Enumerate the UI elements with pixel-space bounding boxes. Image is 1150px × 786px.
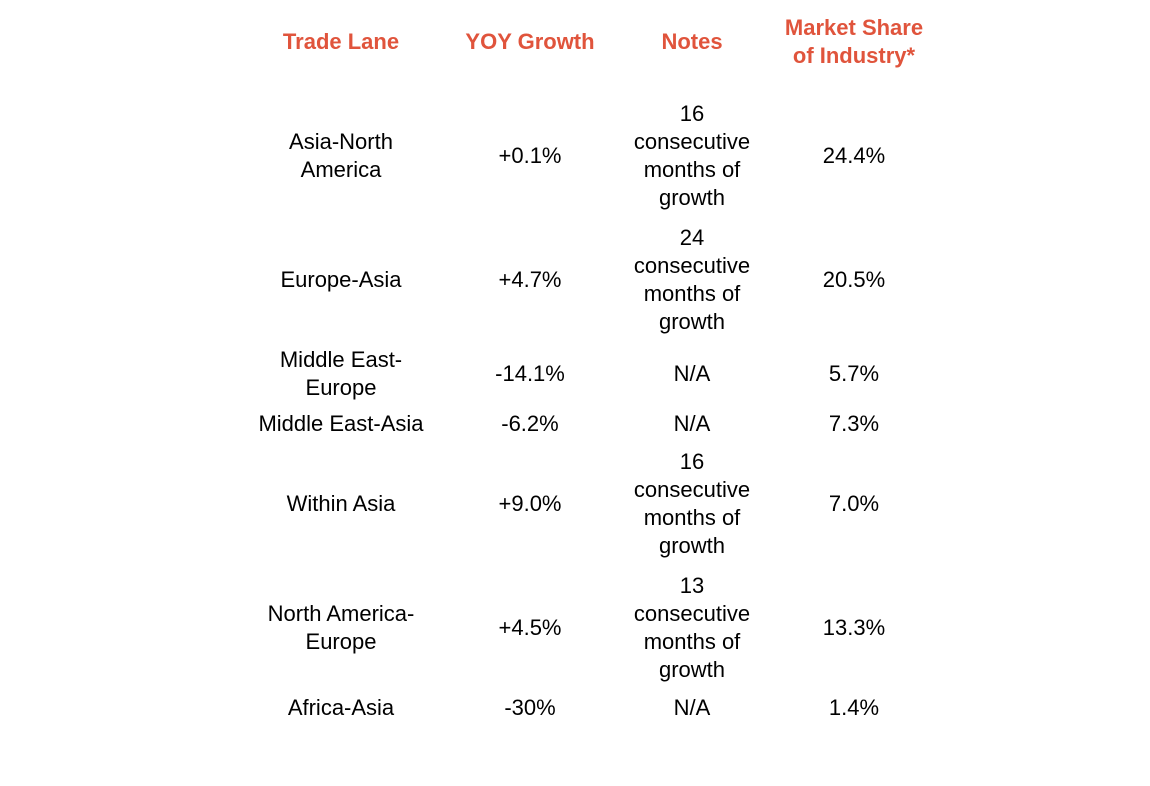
cell-market-share: 24.4% xyxy=(822,143,886,168)
cell-notes: 16 consecutive months of growth xyxy=(624,94,760,218)
table-row: Europe-Asia +4.7% 24 consecutive months … xyxy=(246,218,948,342)
cell-trade-lane: Within Asia xyxy=(286,491,396,516)
cell-market-share: 7.3% xyxy=(828,411,880,436)
cell-yoy-growth: +0.1% xyxy=(498,143,562,168)
notes-label: 13 consecutive months of growth xyxy=(633,573,751,682)
cell-yoy-growth: +4.7% xyxy=(498,267,562,292)
header-trade-lane: Trade Lane xyxy=(282,29,400,54)
table-row: Within Asia +9.0% 16 consecutive months … xyxy=(246,442,948,566)
notes-label: 16 consecutive months of growth xyxy=(633,101,751,210)
header-market-share: Market Share of Industry* xyxy=(760,12,948,94)
cell-trade-lane: North America-Europe xyxy=(246,566,436,690)
header-notes: Notes xyxy=(661,29,723,54)
cell-notes: 16 consecutive months of growth xyxy=(624,442,760,566)
cell-market-share: 13.3% xyxy=(822,615,886,640)
cell-market-share: 20.5% xyxy=(822,267,886,292)
cell-yoy-growth: -14.1% xyxy=(495,361,565,386)
trade-lane-label: Asia-North America xyxy=(289,129,393,182)
cell-notes: 24 consecutive months of growth xyxy=(624,218,760,342)
cell-yoy-growth: -6.2% xyxy=(501,411,559,436)
cell-trade-lane: Asia-North America xyxy=(246,94,436,218)
cell-notes: N/A xyxy=(673,361,711,386)
cell-market-share: 5.7% xyxy=(828,361,880,386)
cell-yoy-growth: -30% xyxy=(504,695,556,720)
table-row: Africa-Asia -30% N/A 1.4% xyxy=(246,690,948,726)
cell-notes: N/A xyxy=(673,695,711,720)
header-market-share-label: Market Share of Industry* xyxy=(784,15,924,68)
cell-market-share: 7.0% xyxy=(828,491,880,516)
cell-market-share: 1.4% xyxy=(828,695,880,720)
header-yoy-growth: YOY Growth xyxy=(465,29,595,54)
cell-trade-lane: Middle East-Asia xyxy=(258,411,424,436)
cell-trade-lane: Middle East-Europe xyxy=(246,342,436,406)
trade-lane-label: North America-Europe xyxy=(267,601,415,654)
cell-notes: N/A xyxy=(673,411,711,436)
trade-lane-table: Trade Lane YOY Growth Notes Market Share… xyxy=(246,12,948,726)
cell-notes: 13 consecutive months of growth xyxy=(624,566,760,690)
notes-label: 16 consecutive months of growth xyxy=(633,449,751,558)
notes-label: 24 consecutive months of growth xyxy=(633,225,751,334)
trade-lane-label: Middle East-Europe xyxy=(279,347,403,400)
table-row: Middle East-Europe -14.1% N/A 5.7% xyxy=(246,342,948,406)
table-row: North America-Europe +4.5% 13 consecutiv… xyxy=(246,566,948,690)
cell-trade-lane: Africa-Asia xyxy=(287,695,395,720)
table-row: Asia-North America +0.1% 16 consecutive … xyxy=(246,94,948,218)
cell-yoy-growth: +9.0% xyxy=(498,491,562,516)
cell-yoy-growth: +4.5% xyxy=(498,615,562,640)
header-row: Trade Lane YOY Growth Notes Market Share… xyxy=(246,12,948,94)
table-row: Middle East-Asia -6.2% N/A 7.3% xyxy=(246,406,948,442)
cell-trade-lane: Europe-Asia xyxy=(280,267,402,292)
